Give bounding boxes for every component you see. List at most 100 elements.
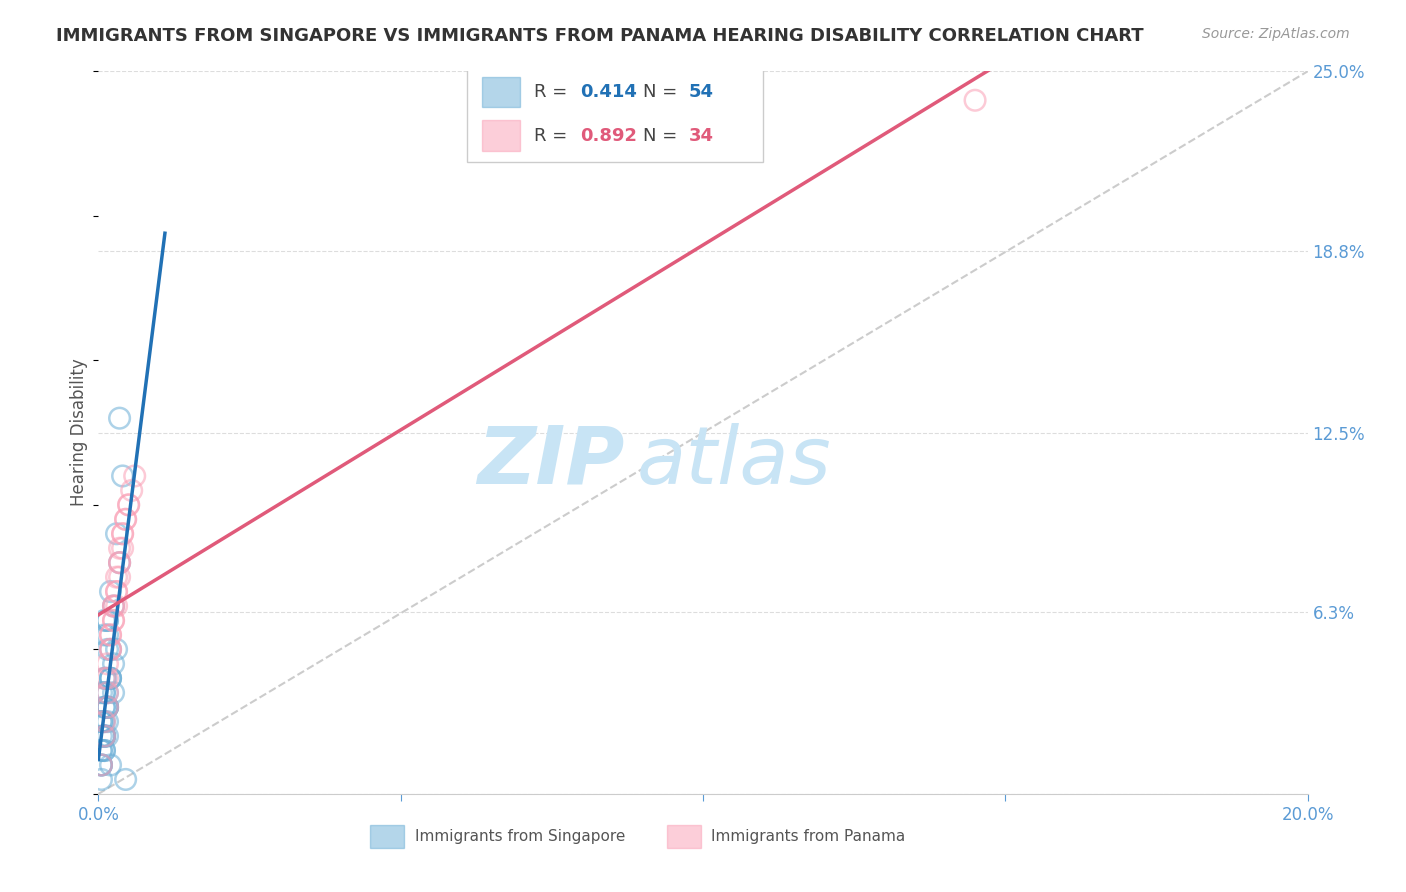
- Point: [118, 498, 141, 512]
- Point: [93, 729, 115, 743]
- Point: [100, 671, 122, 685]
- Point: [103, 614, 125, 628]
- Point: [93, 700, 115, 714]
- Point: [96, 729, 118, 743]
- Point: [108, 556, 131, 570]
- Point: [96, 628, 118, 642]
- Point: [93, 729, 115, 743]
- Text: IMMIGRANTS FROM SINGAPORE VS IMMIGRANTS FROM PANAMA HEARING DISABILITY CORRELATI: IMMIGRANTS FROM SINGAPORE VS IMMIGRANTS …: [56, 27, 1144, 45]
- Point: [93, 671, 115, 685]
- Point: [121, 483, 143, 498]
- Text: R =: R =: [534, 127, 572, 145]
- Text: 34: 34: [689, 127, 713, 145]
- Point: [93, 614, 115, 628]
- Point: [93, 628, 115, 642]
- Point: [93, 686, 115, 700]
- Point: [90, 743, 112, 757]
- Point: [114, 512, 136, 526]
- Point: [90, 714, 112, 729]
- Point: [96, 700, 118, 714]
- Point: [93, 729, 115, 743]
- Text: Immigrants from Panama: Immigrants from Panama: [711, 829, 905, 844]
- Point: [96, 700, 118, 714]
- Point: [111, 541, 134, 556]
- Point: [103, 657, 125, 671]
- Text: R =: R =: [534, 83, 572, 102]
- Point: [105, 584, 128, 599]
- Point: [965, 93, 987, 107]
- FancyBboxPatch shape: [467, 64, 763, 161]
- Point: [96, 657, 118, 671]
- Point: [93, 671, 115, 685]
- Point: [103, 614, 125, 628]
- Point: [90, 686, 112, 700]
- Point: [105, 570, 128, 584]
- Point: [103, 686, 125, 700]
- Point: [100, 584, 122, 599]
- Text: 0.414: 0.414: [579, 83, 637, 102]
- Point: [108, 411, 131, 425]
- Point: [100, 758, 122, 772]
- Text: Source: ZipAtlas.com: Source: ZipAtlas.com: [1202, 27, 1350, 41]
- Point: [105, 642, 128, 657]
- Point: [96, 700, 118, 714]
- Point: [93, 743, 115, 757]
- Text: ZIP: ZIP: [477, 423, 624, 500]
- Point: [96, 686, 118, 700]
- Point: [103, 599, 125, 613]
- Point: [100, 671, 122, 685]
- Point: [90, 714, 112, 729]
- Point: [90, 772, 112, 787]
- Point: [90, 758, 112, 772]
- Point: [111, 469, 134, 483]
- Y-axis label: Hearing Disability: Hearing Disability: [70, 359, 89, 507]
- Point: [96, 614, 118, 628]
- Point: [93, 700, 115, 714]
- Point: [100, 671, 122, 685]
- Point: [90, 743, 112, 757]
- Text: atlas: atlas: [637, 423, 831, 500]
- Point: [105, 584, 128, 599]
- Point: [114, 772, 136, 787]
- Point: [96, 700, 118, 714]
- Point: [91, 714, 114, 729]
- Bar: [666, 825, 700, 848]
- Point: [96, 686, 118, 700]
- Text: 54: 54: [689, 83, 713, 102]
- Text: N =: N =: [643, 127, 682, 145]
- Point: [96, 714, 118, 729]
- Point: [100, 628, 122, 642]
- Point: [100, 628, 122, 642]
- Point: [114, 512, 136, 526]
- Bar: [482, 77, 520, 108]
- Point: [103, 599, 125, 613]
- Point: [93, 714, 115, 729]
- Point: [94, 671, 117, 685]
- Point: [93, 714, 115, 729]
- Point: [111, 526, 134, 541]
- Point: [100, 642, 122, 657]
- Point: [108, 570, 131, 584]
- Text: Immigrants from Singapore: Immigrants from Singapore: [415, 829, 626, 844]
- Bar: [371, 825, 405, 848]
- Point: [105, 599, 128, 613]
- Text: N =: N =: [643, 83, 682, 102]
- Point: [96, 671, 118, 685]
- Point: [96, 614, 118, 628]
- Point: [108, 556, 131, 570]
- Point: [108, 541, 131, 556]
- Text: 0.892: 0.892: [579, 127, 637, 145]
- Point: [103, 599, 125, 613]
- Point: [111, 526, 134, 541]
- Point: [108, 556, 131, 570]
- Point: [100, 642, 122, 657]
- Bar: [482, 120, 520, 151]
- Point: [93, 729, 115, 743]
- Point: [124, 469, 146, 483]
- Point: [93, 686, 115, 700]
- Point: [93, 743, 115, 757]
- Point: [118, 498, 141, 512]
- Point: [96, 700, 118, 714]
- Point: [105, 526, 128, 541]
- Point: [90, 758, 112, 772]
